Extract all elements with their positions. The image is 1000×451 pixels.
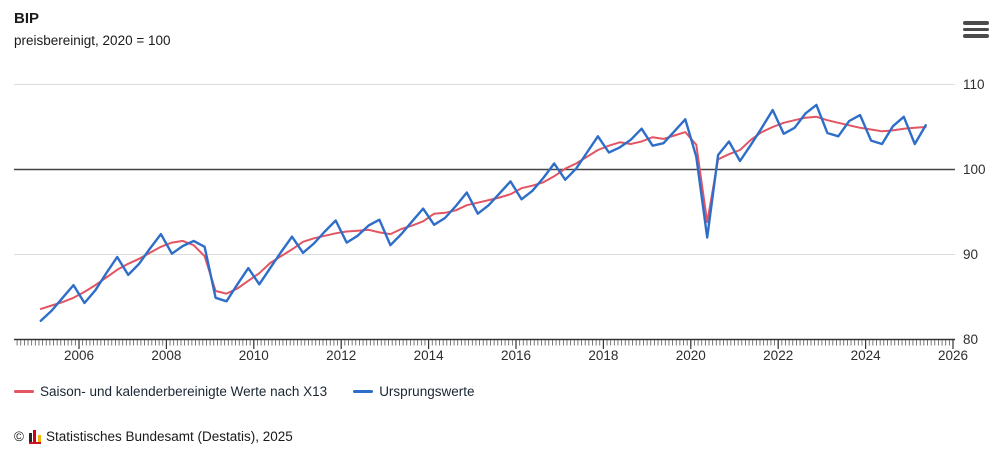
- legend-item-adjusted[interactable]: Saison- und kalenderbereinigte Werte nac…: [14, 384, 327, 399]
- svg-text:90: 90: [963, 247, 978, 262]
- series-line-original: [39, 103, 927, 322]
- legend-item-original[interactable]: Ursprungswerte: [353, 384, 474, 399]
- chart-subtitle: preisbereinigt, 2020 = 100: [14, 33, 171, 48]
- legend-label-original: Ursprungswerte: [379, 384, 475, 399]
- svg-text:2014: 2014: [414, 348, 445, 363]
- legend-label-adjusted: Saison- und kalenderbereinigte Werte nac…: [40, 384, 328, 399]
- svg-text:80: 80: [963, 332, 978, 347]
- x-axis-ticks: [16, 340, 954, 349]
- svg-text:2024: 2024: [851, 348, 882, 363]
- menu-bar: [963, 34, 989, 38]
- svg-text:2018: 2018: [588, 348, 618, 363]
- axis-labels: 80 90 100 110 2006 2008 2010 2012 2014 2016 2018 20…: [64, 77, 986, 363]
- svg-text:2026: 2026: [938, 348, 968, 363]
- copyright-symbol: ©: [14, 429, 24, 444]
- svg-text:100: 100: [963, 162, 986, 177]
- chart-legend: Saison- und kalenderbereinigte Werte nac…: [14, 384, 474, 399]
- grid-lines: [14, 84, 955, 341]
- menu-bar: [963, 27, 989, 32]
- page-title: BIP: [14, 10, 40, 27]
- svg-text:2012: 2012: [326, 348, 356, 363]
- svg-text:2006: 2006: [64, 348, 94, 363]
- series-lines: [39, 103, 927, 322]
- svg-text:2010: 2010: [239, 348, 269, 363]
- svg-text:2020: 2020: [676, 348, 706, 363]
- destatis-bar-chart-logo-icon: [28, 429, 41, 444]
- svg-text:2008: 2008: [151, 348, 181, 363]
- svg-text:110: 110: [963, 77, 985, 92]
- series-line-adjusted: [39, 115, 927, 310]
- chart-svg[interactable]: 80 90 100 110 2006 2008 2010 2012 2014 2016 2018 20…: [0, 60, 1000, 390]
- attribution-text: Statistisches Bundesamt (Destatis), 2025: [45, 429, 293, 444]
- svg-text:2016: 2016: [501, 348, 531, 363]
- menu-bar: [963, 21, 989, 25]
- legend-marker-adjusted: [14, 390, 34, 393]
- svg-text:2022: 2022: [763, 348, 793, 363]
- legend-marker-original: [353, 390, 374, 393]
- hamburger-menu-icon[interactable]: [963, 21, 989, 41]
- attribution: © Statistisches Bundesamt (Destatis), 20…: [14, 429, 293, 444]
